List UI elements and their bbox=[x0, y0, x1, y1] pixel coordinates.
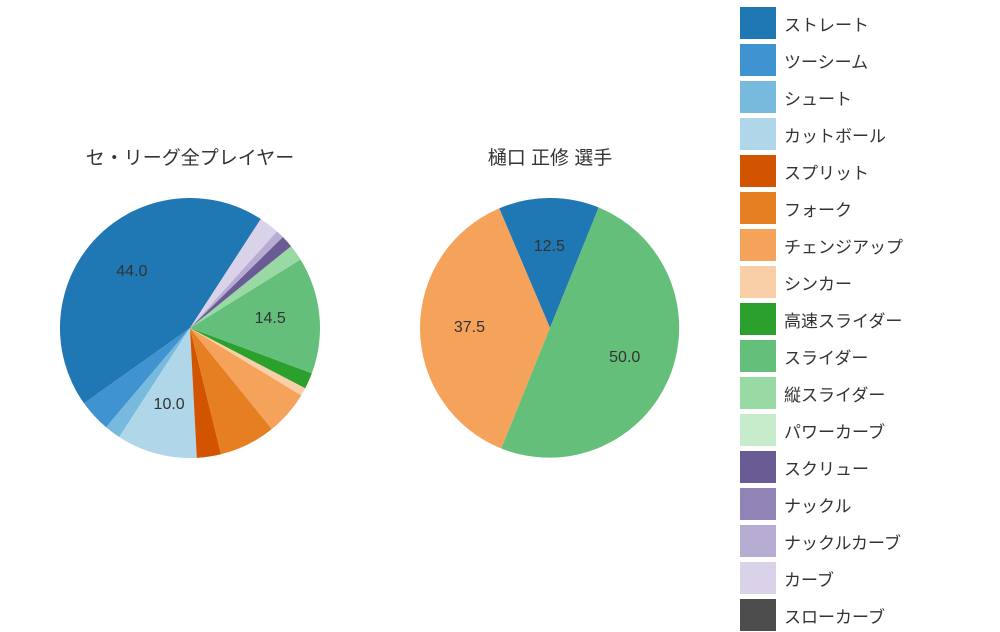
legend-item: シュート bbox=[740, 80, 990, 114]
legend-swatch bbox=[740, 192, 776, 224]
legend-swatch bbox=[740, 229, 776, 261]
pie-slice-label: 14.5 bbox=[255, 310, 286, 328]
legend-label: シンカー bbox=[784, 270, 852, 295]
legend-item: 縦スライダー bbox=[740, 376, 990, 410]
pie-slice-label: 12.5 bbox=[534, 238, 565, 256]
legend-item: カーブ bbox=[740, 561, 990, 595]
legend-label: スプリット bbox=[784, 159, 869, 184]
left-chart-title: セ・リーグ全プレイヤー bbox=[86, 143, 294, 170]
charts-area: セ・リーグ全プレイヤー 44.0 10.0 14.5 樋口 正修 選手 12.5 37… bbox=[0, 0, 740, 600]
legend-label: パワーカーブ bbox=[784, 418, 885, 443]
legend-item: ナックルカーブ bbox=[740, 524, 990, 558]
legend-swatch bbox=[740, 155, 776, 187]
legend-label: ツーシーム bbox=[784, 48, 868, 73]
legend-swatch bbox=[740, 377, 776, 409]
legend-item: シンカー bbox=[740, 265, 990, 299]
legend-label: スライダー bbox=[784, 344, 868, 369]
left-chart-block: セ・リーグ全プレイヤー 44.0 10.0 14.5 bbox=[60, 143, 320, 458]
right-chart-title: 樋口 正修 選手 bbox=[488, 143, 613, 170]
legend-item: スクリュー bbox=[740, 450, 990, 484]
legend-label: フォーク bbox=[784, 196, 852, 221]
pie-slice-label: 50.0 bbox=[609, 349, 640, 367]
legend-label: スローカーブ bbox=[784, 603, 885, 628]
legend-swatch bbox=[740, 340, 776, 372]
legend-item: スローカーブ bbox=[740, 598, 990, 632]
legend: ストレートツーシームシュートカットボールスプリットフォークチェンジアップシンカー… bbox=[740, 0, 1000, 600]
pie-slice-label: 10.0 bbox=[154, 396, 185, 414]
legend-item: 高速スライダー bbox=[740, 302, 990, 336]
legend-swatch bbox=[740, 525, 776, 557]
legend-label: ナックルカーブ bbox=[784, 529, 901, 554]
legend-swatch bbox=[740, 451, 776, 483]
legend-swatch bbox=[740, 599, 776, 631]
legend-item: スプリット bbox=[740, 154, 990, 188]
legend-swatch bbox=[740, 44, 776, 76]
legend-label: チェンジアップ bbox=[784, 233, 903, 258]
pie-slice-label: 44.0 bbox=[116, 263, 147, 281]
legend-item: チェンジアップ bbox=[740, 228, 990, 262]
legend-label: 高速スライダー bbox=[784, 307, 902, 332]
legend-item: パワーカーブ bbox=[740, 413, 990, 447]
legend-label: ストレート bbox=[784, 11, 869, 36]
legend-swatch bbox=[740, 414, 776, 446]
legend-item: カットボール bbox=[740, 117, 990, 151]
legend-label: シュート bbox=[784, 85, 852, 110]
legend-item: ナックル bbox=[740, 487, 990, 521]
legend-item: フォーク bbox=[740, 191, 990, 225]
legend-label: ナックル bbox=[784, 492, 852, 517]
legend-swatch bbox=[740, 303, 776, 335]
legend-label: カーブ bbox=[784, 566, 834, 591]
right-chart-block: 樋口 正修 選手 12.5 37.5 50.0 bbox=[420, 143, 680, 458]
legend-swatch bbox=[740, 81, 776, 113]
right-pie-chart: 12.5 37.5 50.0 bbox=[420, 198, 680, 458]
legend-label: スクリュー bbox=[784, 455, 869, 480]
legend-item: ツーシーム bbox=[740, 43, 990, 77]
legend-item: スライダー bbox=[740, 339, 990, 373]
legend-swatch bbox=[740, 118, 776, 150]
legend-label: カットボール bbox=[784, 122, 886, 147]
left-pie-chart: 44.0 10.0 14.5 bbox=[60, 198, 320, 458]
pie-slice-label: 37.5 bbox=[454, 319, 485, 337]
legend-swatch bbox=[740, 488, 776, 520]
legend-swatch bbox=[740, 562, 776, 594]
legend-label: 縦スライダー bbox=[784, 381, 885, 406]
legend-swatch bbox=[740, 266, 776, 298]
legend-item: ストレート bbox=[740, 6, 990, 40]
legend-swatch bbox=[740, 7, 776, 39]
